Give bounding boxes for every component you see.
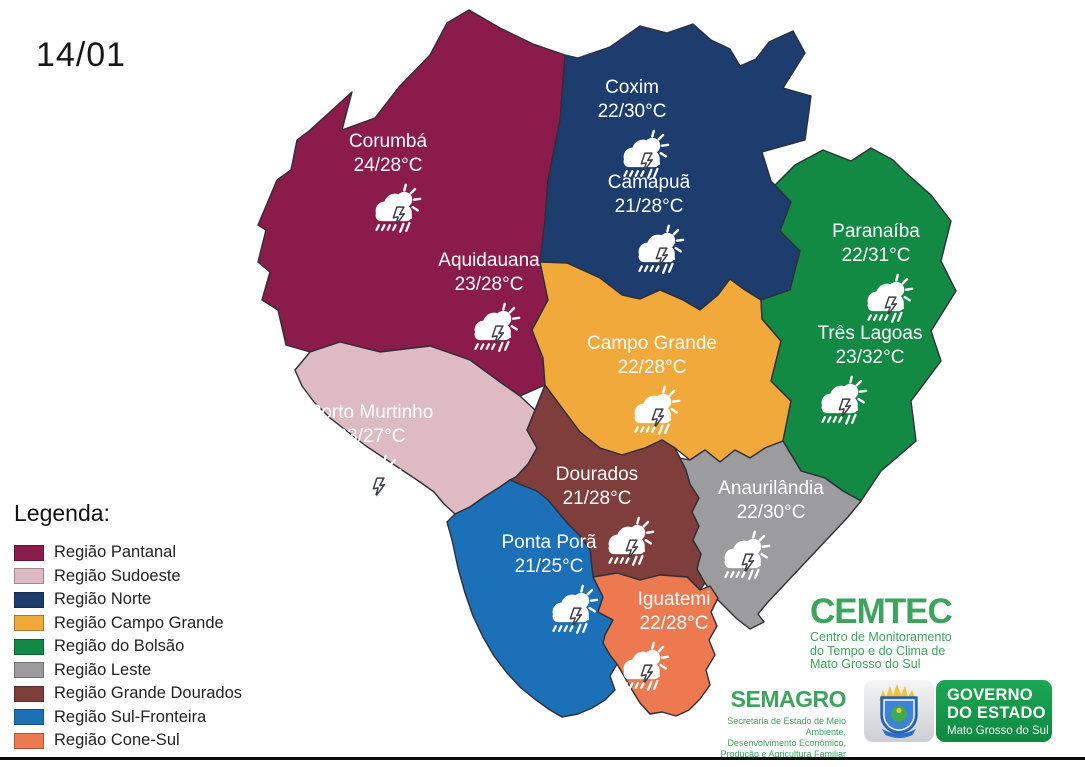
cemtec-title: CEMTEC bbox=[810, 592, 953, 631]
governo-title-line1: GOVERNO bbox=[947, 686, 1033, 704]
legend-item-campo-grande: Região Campo Grande bbox=[14, 612, 274, 636]
city-name: Três Lagoas bbox=[817, 323, 923, 344]
city-temp: 24/28°C bbox=[353, 155, 423, 176]
date-label: 14/01 bbox=[36, 36, 127, 74]
cemtec-subtitle-line: Mato Grosso do Sul bbox=[810, 657, 921, 671]
cemtec-subtitle-line: Centro de Monitoramento bbox=[810, 630, 952, 644]
semagro-subtitle-line: Desenvolvimento Econômico, bbox=[727, 738, 846, 748]
city-dourados: Dourados 21/28°C bbox=[497, 463, 697, 573]
legend-swatch bbox=[14, 662, 44, 679]
city-paranaiba: Paranaíba 22/31°C bbox=[776, 220, 976, 330]
city-campo-grande: Campo Grande 22/28°C bbox=[552, 332, 752, 442]
legend-item-bolsao: Região do Bolsão bbox=[14, 635, 274, 659]
storm-sun-icon bbox=[464, 302, 526, 354]
city-temp: 22/28°C bbox=[639, 613, 709, 634]
city-name: Corumbá bbox=[348, 131, 428, 152]
legend-label: Região Leste bbox=[54, 660, 152, 679]
legend-swatch bbox=[14, 568, 44, 585]
city-camapua: Camapuã 21/28°C bbox=[549, 171, 749, 281]
storm-sun-icon bbox=[345, 454, 407, 506]
semagro-logo: SEMAGRO Secretaria de Estado de Meio Amb… bbox=[700, 686, 846, 760]
storm-sun-icon bbox=[624, 385, 686, 437]
semagro-subtitle: Secretaria de Estado de Meio Ambiente, D… bbox=[700, 716, 846, 760]
storm-sun-icon bbox=[365, 183, 427, 235]
city-name: Anaurilândia bbox=[718, 478, 824, 499]
ms-coat-of-arms-icon bbox=[864, 680, 934, 742]
semagro-subtitle-line: Secretaria de Estado de Meio Ambiente, bbox=[727, 716, 846, 737]
cemtec-logo: CEMTEC Centro de Monitoramento do Tempo … bbox=[810, 592, 953, 672]
city-name: Campo Grande bbox=[587, 333, 717, 354]
legend-swatch bbox=[14, 615, 44, 632]
cemtec-subtitle: Centro de Monitoramento do Tempo e do Cl… bbox=[810, 630, 952, 672]
legend-swatch bbox=[14, 591, 44, 608]
legend-item-leste: Região Leste bbox=[14, 659, 274, 683]
legend-label: Região do Bolsão bbox=[54, 637, 185, 656]
legend-item-sudoeste: Região Sudoeste bbox=[14, 565, 274, 589]
city-temp: 23/32°C bbox=[835, 347, 905, 368]
legend-label: Região Sudoeste bbox=[54, 566, 181, 585]
legend-label: Região Sul-Fronteira bbox=[54, 707, 207, 726]
governo-do-estado-logo: GOVERNO DO ESTADO Mato Grosso do Sul bbox=[864, 680, 1052, 742]
city-name: Dourados bbox=[555, 464, 639, 485]
city-name: Paranaíba bbox=[832, 221, 920, 242]
storm-sun-icon bbox=[857, 273, 919, 325]
legend-swatch bbox=[14, 638, 44, 655]
city-coxim: Coxim 22/30°C bbox=[532, 76, 732, 186]
city-temp: 22/30°C bbox=[736, 502, 806, 523]
city-name: Camapuã bbox=[607, 172, 691, 193]
city-name: Aquidauana bbox=[438, 250, 540, 271]
city-corumba: Corumbá 24/28°C bbox=[288, 130, 488, 240]
city-porto-murtinho: Porto Murtinho 23/27°C bbox=[271, 401, 471, 511]
city-tres-lagoas: Três Lagoas 23/32°C bbox=[770, 322, 970, 432]
storm-sun-icon bbox=[714, 530, 776, 582]
semagro-title: SEMAGRO bbox=[730, 686, 847, 712]
city-name: Iguatemi bbox=[637, 589, 711, 610]
legend-item-sul-fronteira: Região Sul-Fronteira bbox=[14, 706, 274, 730]
city-iguatemi: Iguatemi 22/28°C bbox=[574, 588, 774, 698]
city-temp: 23/28°C bbox=[454, 274, 524, 295]
legend-label: Região Grande Dourados bbox=[54, 684, 243, 703]
governo-title-line2: DO ESTADO bbox=[947, 703, 1046, 722]
region-cone-sul bbox=[592, 572, 719, 717]
legend-label: Região Campo Grande bbox=[54, 613, 224, 632]
legend-swatch bbox=[14, 732, 44, 749]
legend-title: Legenda: bbox=[14, 500, 110, 526]
legend-swatch bbox=[14, 544, 44, 561]
semagro-subtitle-line: Produção e Agricultura Familiar bbox=[720, 749, 846, 759]
city-temp: 22/30°C bbox=[597, 101, 667, 122]
governo-subtitle: Mato Grosso do Sul bbox=[947, 725, 1049, 737]
legend: Legenda: Região Pantanal Região Sudoeste… bbox=[14, 500, 274, 753]
city-temp: 21/28°C bbox=[562, 488, 632, 509]
storm-sun-icon bbox=[628, 224, 690, 276]
city-anaurilandia: Anaurilândia 22/30°C bbox=[671, 477, 871, 587]
city-temp: 23/27°C bbox=[336, 426, 406, 447]
city-name: Coxim bbox=[605, 77, 659, 98]
city-temp: 21/28°C bbox=[614, 196, 684, 217]
legend-label: Região Norte bbox=[54, 590, 152, 609]
city-temp: 22/28°C bbox=[617, 357, 687, 378]
legend-item-norte: Região Norte bbox=[14, 588, 274, 612]
legend-swatch bbox=[14, 709, 44, 726]
legend-label: Região Cone-Sul bbox=[54, 731, 180, 750]
legend-item-cone-sul: Região Cone-Sul bbox=[14, 729, 274, 753]
city-name: Ponta Porã bbox=[501, 532, 597, 553]
legend-swatch bbox=[14, 685, 44, 702]
footer-divider bbox=[0, 757, 1085, 760]
storm-sun-icon bbox=[613, 641, 675, 693]
city-ponta-pora: Ponta Porã 21/25°C bbox=[449, 531, 649, 641]
city-temp: 22/31°C bbox=[841, 245, 911, 266]
storm-sun-icon bbox=[811, 375, 873, 427]
legend-item-grande-dourados: Região Grande Dourados bbox=[14, 682, 274, 706]
legend-label: Região Pantanal bbox=[54, 543, 177, 562]
region-leste bbox=[679, 440, 862, 630]
city-aquidauana: Aquidauana 23/28°C bbox=[389, 249, 589, 359]
city-temp: 21/25°C bbox=[514, 556, 584, 577]
city-name: Porto Murtinho bbox=[308, 402, 434, 423]
governo-text-block: GOVERNO DO ESTADO Mato Grosso do Sul bbox=[936, 680, 1052, 742]
cemtec-subtitle-line: do Tempo e do Clima de bbox=[810, 643, 946, 658]
legend-item-pantanal: Região Pantanal bbox=[14, 541, 274, 565]
